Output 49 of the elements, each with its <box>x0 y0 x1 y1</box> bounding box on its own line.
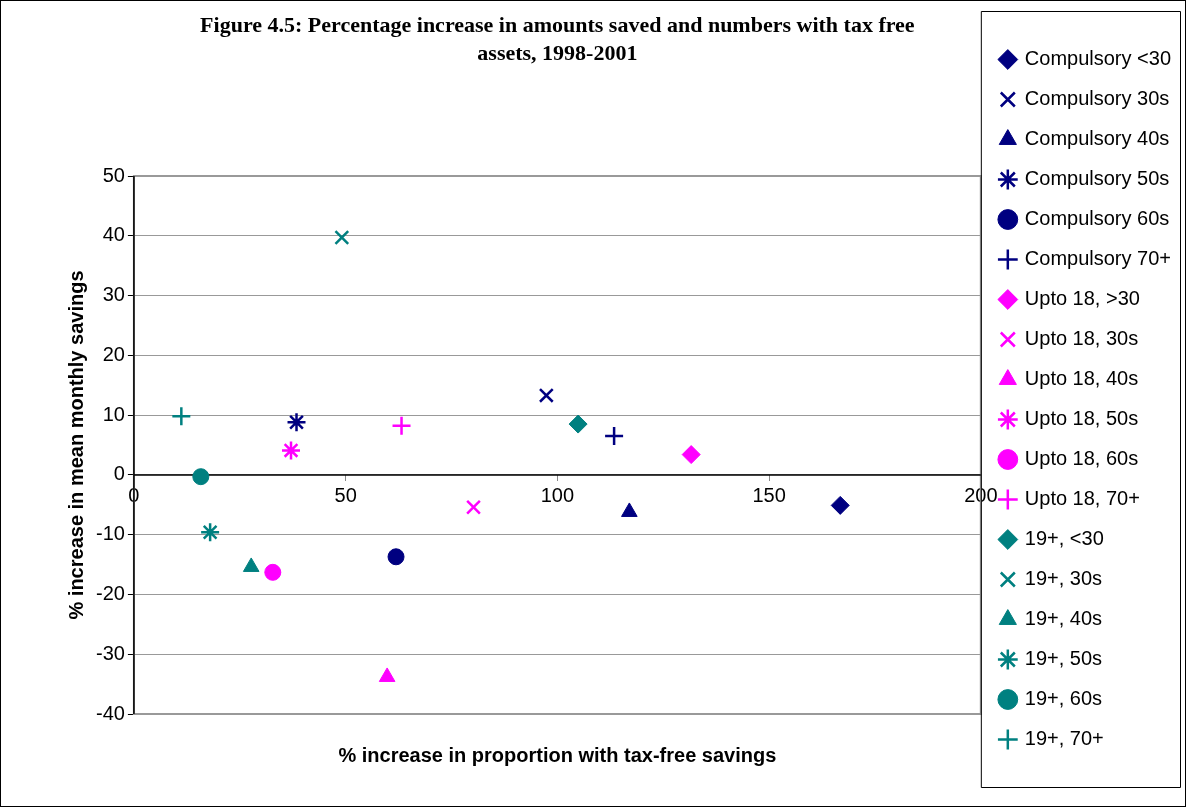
point <box>603 425 625 447</box>
x-axis-title: % increase in proportion with tax-free savings <box>338 743 777 766</box>
legend-label: 19+, 70+ <box>1024 727 1104 750</box>
legend-label: Compulsory 40s <box>1024 127 1170 150</box>
legend-label: 19+, 30s <box>1024 567 1103 590</box>
point <box>280 440 302 461</box>
y-tick-label: 50 <box>102 163 125 186</box>
legend-label: 19+, 40s <box>1024 607 1103 630</box>
legend-label: Compulsory <30 <box>1024 47 1172 70</box>
legend-label: Compulsory 30s <box>1024 87 1170 110</box>
point <box>199 522 221 543</box>
y-tick-label: 40 <box>102 223 125 246</box>
point <box>465 499 482 515</box>
chart-title: Figure 4.5: Percentage increase in amounts saved and numbers with tax free assets, 1998-2001 <box>200 12 915 65</box>
legend-label: 19+, <30 <box>1024 527 1104 550</box>
legend-label: Upto 18, 30s <box>1024 327 1139 350</box>
legend-label: Upto 18, 50s <box>1024 407 1139 430</box>
point <box>681 445 701 465</box>
x-tick-label: 150 <box>752 484 786 507</box>
legend-label: Compulsory 50s <box>1024 167 1170 190</box>
point <box>830 495 850 515</box>
point <box>334 229 350 246</box>
point <box>538 387 554 403</box>
y-tick-label: -30 <box>96 641 125 664</box>
y-tick-label: 10 <box>102 402 125 425</box>
legend-label: Upto 18, 40s <box>1024 367 1139 390</box>
point <box>192 468 210 486</box>
y-tick-label: 0 <box>113 462 125 485</box>
legend-label: Compulsory 60s <box>1024 207 1170 230</box>
x-tick-label: 100 <box>540 484 575 507</box>
y-tick-label: 20 <box>102 342 125 365</box>
legend-label: Upto 18, >30 <box>1024 287 1140 310</box>
point <box>242 557 260 572</box>
y-tick-label: 30 <box>102 283 125 306</box>
legend-label: 19+, 60s <box>1024 687 1103 710</box>
y-tick-label: -20 <box>96 581 125 604</box>
point <box>568 414 588 434</box>
point <box>387 548 405 566</box>
point <box>264 563 282 581</box>
y-axis-title: % increase in mean monthly savings <box>64 270 87 620</box>
y-tick-label: -10 <box>96 522 125 545</box>
legend-label: Upto 18, 70+ <box>1024 487 1140 510</box>
legend-label: 19+, 50s <box>1024 647 1103 670</box>
point <box>286 412 307 433</box>
legend-label: Compulsory 70+ <box>1024 247 1172 270</box>
x-tick-label: 50 <box>334 484 357 507</box>
legend-label: Upto 18, 60s <box>1024 447 1139 470</box>
y-tick-label: -40 <box>96 701 125 724</box>
point <box>378 667 396 682</box>
